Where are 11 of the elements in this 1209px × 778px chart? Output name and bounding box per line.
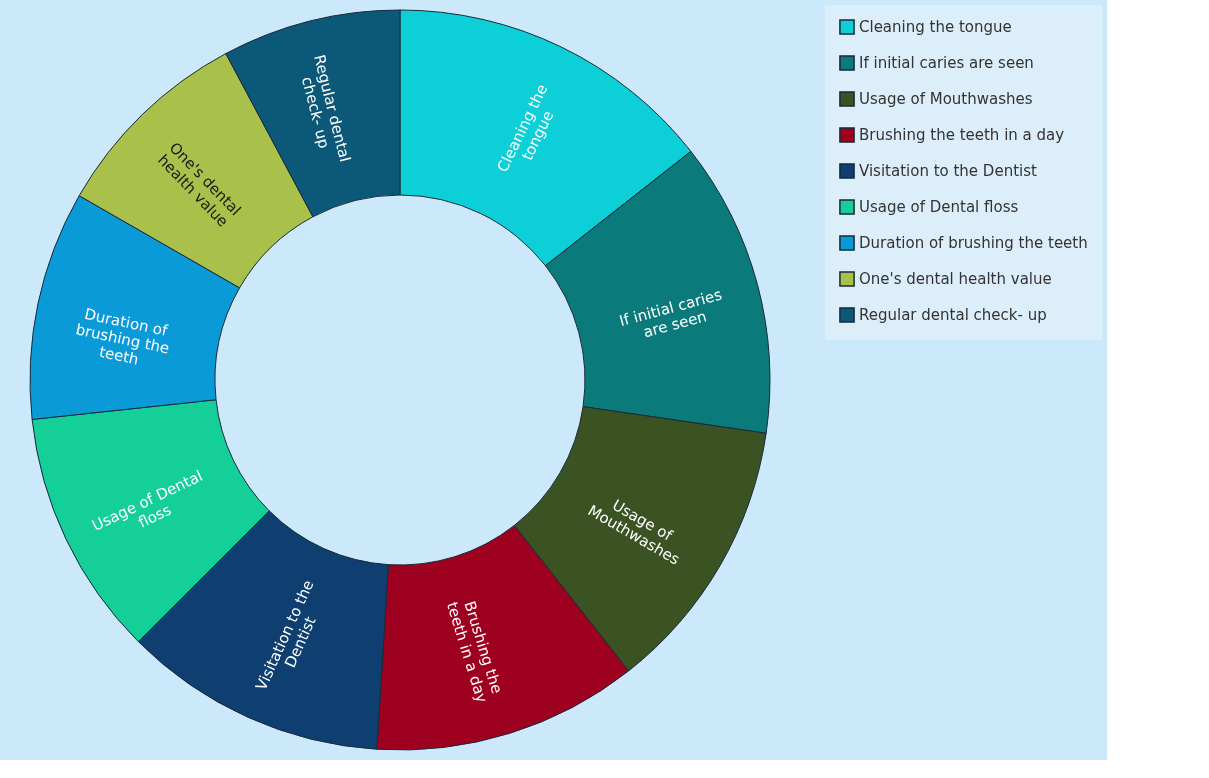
legend-label: Duration of brushing the teeth <box>859 234 1088 252</box>
legend-label: Usage of Dental floss <box>859 198 1019 216</box>
legend-label: Cleaning the tongue <box>859 18 1012 36</box>
slice-label: Regular dental check- up <box>297 52 355 164</box>
legend-label: Brushing the teeth in a day <box>859 126 1065 144</box>
legend-label: Visitation to the Dentist <box>859 162 1038 180</box>
legend-label: If initial caries are seen <box>859 54 1034 72</box>
legend-label: Usage of Mouthwashes <box>859 90 1033 108</box>
slice-label: If initial caries are seen <box>617 285 724 342</box>
legend-label: One's dental health value <box>859 270 1052 288</box>
legend-label: Regular dental check- up <box>859 306 1047 324</box>
